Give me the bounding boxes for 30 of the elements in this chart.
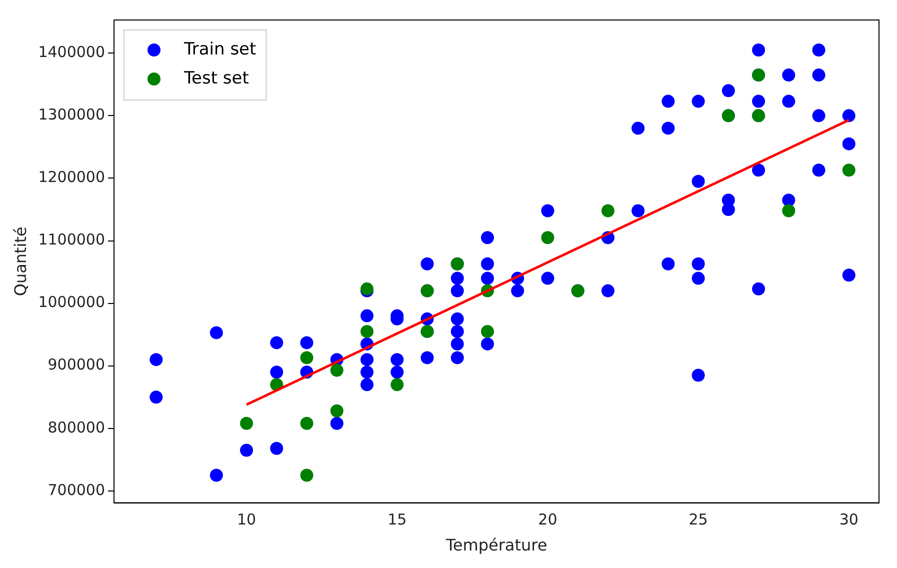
y-tick-label: 1100000 [38,230,106,249]
legend-label: Train set [183,39,257,60]
point [300,416,314,430]
x-tick-label: 25 [688,510,708,529]
x-tick-label: 10 [236,510,256,529]
point [300,468,314,482]
y-tick-label: 1000000 [38,293,106,312]
legend-label: Test set [183,68,250,88]
y-axis-title: Quantité [10,226,30,296]
point [601,204,614,218]
point [300,351,314,364]
x-tick-label: 20 [538,510,558,529]
y-tick-label: 1400000 [38,43,106,62]
point [330,404,344,418]
y-tick-label: 1300000 [38,106,106,124]
y-tick-label: 700000 [48,480,106,499]
y-tick-label: 800000 [48,418,106,436]
point [240,416,254,430]
point [330,364,344,377]
x-axis-title: Température [444,536,548,555]
point [541,231,554,244]
x-tick-label: 30 [839,510,858,529]
point [390,378,404,392]
y-tick-label: 1200000 [38,168,106,186]
point [480,324,494,338]
y-tick-label: 900000 [48,356,106,374]
point [782,204,796,218]
point [360,324,374,338]
point [842,164,856,177]
x-tick-label: 15 [388,510,407,529]
